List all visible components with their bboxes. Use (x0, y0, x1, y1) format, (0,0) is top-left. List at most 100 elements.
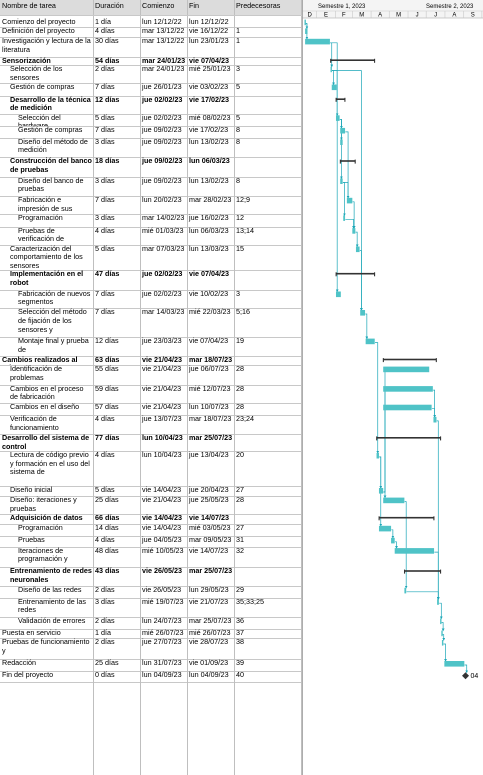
task-end-cell[interactable]: mar 25/07/23 (189, 567, 233, 576)
summary-bar[interactable] (335, 272, 375, 275)
task-dur-cell[interactable]: 77 días (95, 434, 120, 443)
task-end-cell[interactable]: lun 04/09/23 (189, 670, 229, 679)
task-dur-cell[interactable]: 2 días (95, 638, 115, 647)
task-bar[interactable] (340, 139, 343, 145)
task-bar[interactable] (376, 452, 379, 459)
task-dur-cell[interactable]: 2 días (95, 616, 115, 625)
task-pred-cell[interactable]: 8 (236, 137, 240, 146)
summary-bar[interactable] (404, 570, 441, 572)
task-name-cell[interactable]: Pruebas de funcionamiento y (2, 638, 90, 655)
task-end-cell[interactable]: lun 29/05/23 (189, 586, 229, 595)
task-start-cell[interactable]: jue 09/02/23 (142, 137, 182, 146)
task-bar[interactable] (444, 661, 465, 667)
task-bar[interactable] (441, 640, 444, 646)
task-pred-cell[interactable]: 8 (236, 176, 240, 185)
summary-bar[interactable] (330, 59, 375, 61)
task-bar[interactable] (383, 404, 432, 411)
task-pred-cell[interactable]: 5 (236, 113, 240, 122)
task-name-cell[interactable]: Montaje final y prueba de (18, 337, 89, 354)
task-bar[interactable] (305, 38, 330, 45)
task-name-cell[interactable]: Programación (18, 524, 63, 533)
task-pred-cell[interactable]: 29 (236, 586, 244, 595)
task-dur-cell[interactable]: 5 días (95, 486, 115, 495)
task-start-cell[interactable]: mar 24/01/23 (142, 65, 185, 73)
task-dur-cell[interactable]: 5 días (95, 113, 115, 122)
task-dur-cell[interactable]: 1 día (95, 18, 111, 26)
task-dur-cell[interactable]: 3 días (95, 213, 115, 222)
task-bar[interactable] (360, 310, 366, 316)
task-end-cell[interactable]: mié 22/03/23 (189, 308, 231, 317)
task-end-cell[interactable]: lun 13/02/23 (189, 176, 229, 185)
task-end-cell[interactable]: vie 07/04/23 (189, 56, 229, 65)
task-bar[interactable] (365, 338, 375, 345)
task-name-cell[interactable]: Verificación de funcionamiento (10, 415, 59, 432)
task-pred-cell[interactable]: 27 (236, 486, 244, 495)
task-name-cell[interactable]: Desarrollo de la técnica de medición (10, 95, 91, 113)
task-bar[interactable] (331, 84, 337, 91)
task-bar[interactable] (383, 366, 430, 373)
task-dur-cell[interactable]: 47 días (95, 270, 120, 279)
task-dur-cell[interactable]: 54 días (95, 56, 120, 65)
task-pred-cell[interactable]: 19 (236, 337, 244, 345)
task-name-cell[interactable]: Diseño del banco de pruebas (18, 176, 84, 194)
task-pred-cell[interactable] (234, 567, 302, 586)
task-end-cell[interactable]: vie 21/07/23 (189, 597, 229, 606)
task-start-cell[interactable]: vie 14/04/23 (142, 486, 182, 495)
task-name-cell[interactable]: Implementación en el robot (10, 270, 84, 287)
task-pred-cell[interactable]: 36 (236, 616, 244, 625)
task-pred-cell[interactable]: 1 (236, 26, 240, 35)
task-name-cell[interactable]: Puesta en servicio (2, 629, 61, 637)
task-bar[interactable] (335, 115, 340, 121)
task-start-cell[interactable]: jue 02/02/23 (142, 270, 183, 279)
task-end-cell[interactable]: vie 17/02/23 (189, 95, 229, 104)
task-name-cell[interactable]: Selección del hardware (18, 113, 61, 127)
task-name-cell[interactable]: Sensorización (2, 56, 51, 65)
task-pred-cell[interactable]: 27 (236, 524, 244, 533)
task-name-cell[interactable]: Lectura de código previo y formación en … (10, 451, 90, 477)
task-end-cell[interactable]: mar 18/07/23 (189, 415, 232, 424)
task-name-cell[interactable]: Cambios en el proceso de fabricación (10, 384, 84, 402)
task-end-cell[interactable]: mar 09/05/23 (189, 536, 232, 545)
task-pred-cell[interactable]: 15 (236, 244, 244, 253)
task-name-cell[interactable]: Entrenamiento de redes neuronales (10, 567, 92, 584)
task-end-cell[interactable]: jue 20/04/23 (189, 486, 229, 495)
task-dur-cell[interactable]: 43 días (95, 567, 120, 576)
task-dur-cell[interactable]: 0 días (95, 670, 115, 679)
task-end-cell[interactable]: lun 13/02/23 (189, 137, 229, 146)
task-pred-cell[interactable]: 39 (236, 659, 244, 668)
task-name-cell[interactable]: Desarrollo del sistema de control (2, 434, 90, 451)
task-pred-cell[interactable] (234, 356, 302, 365)
task-start-cell[interactable]: lun 12/12/22 (142, 18, 182, 26)
task-pred-cell[interactable] (234, 96, 302, 114)
col-header-end[interactable]: Fin (187, 0, 234, 15)
task-start-cell[interactable]: jue 09/02/23 (142, 176, 182, 185)
task-end-cell[interactable]: jue 06/07/23 (189, 365, 229, 373)
task-pred-cell[interactable]: 8 (236, 126, 240, 135)
task-bar[interactable] (343, 215, 346, 221)
task-end-cell[interactable]: vie 14/07/23 (189, 514, 229, 523)
task-start-cell[interactable]: mar 14/02/23 (142, 213, 185, 222)
task-end-cell[interactable]: lun 06/03/23 (189, 157, 230, 166)
task-name-cell[interactable]: Selección de los sensores (10, 65, 63, 82)
task-start-cell[interactable]: lun 20/02/23 (142, 196, 182, 205)
task-pred-cell[interactable]: 31 (236, 536, 244, 545)
task-dur-cell[interactable]: 14 días (95, 524, 119, 533)
task-name-cell[interactable]: Investigación y lectura de la literatura (2, 37, 91, 54)
summary-bar[interactable] (340, 160, 356, 162)
task-dur-cell[interactable]: 4 días (95, 415, 115, 424)
col-header-name[interactable]: Nombre de tarea (0, 0, 93, 15)
task-dur-cell[interactable]: 63 días (95, 355, 120, 364)
task-dur-cell[interactable]: 7 días (95, 126, 115, 135)
task-start-cell[interactable]: lun 24/07/23 (142, 616, 182, 625)
task-start-cell[interactable]: jue 13/07/23 (142, 415, 182, 424)
col-header-duration[interactable]: Duración (93, 0, 140, 15)
task-bar[interactable] (433, 416, 437, 423)
task-pred-cell[interactable] (234, 434, 302, 451)
task-start-cell[interactable]: vie 21/04/23 (142, 496, 182, 504)
task-end-cell[interactable]: vie 07/04/23 (189, 270, 229, 279)
task-start-cell[interactable]: mar 13/12/22 (142, 26, 185, 35)
task-start-cell[interactable]: mar 13/12/22 (142, 37, 185, 46)
task-end-cell[interactable]: jue 16/02/23 (189, 213, 229, 222)
task-dur-cell[interactable]: 57 días (95, 403, 119, 412)
task-pred-cell[interactable]: 28 (236, 365, 244, 373)
